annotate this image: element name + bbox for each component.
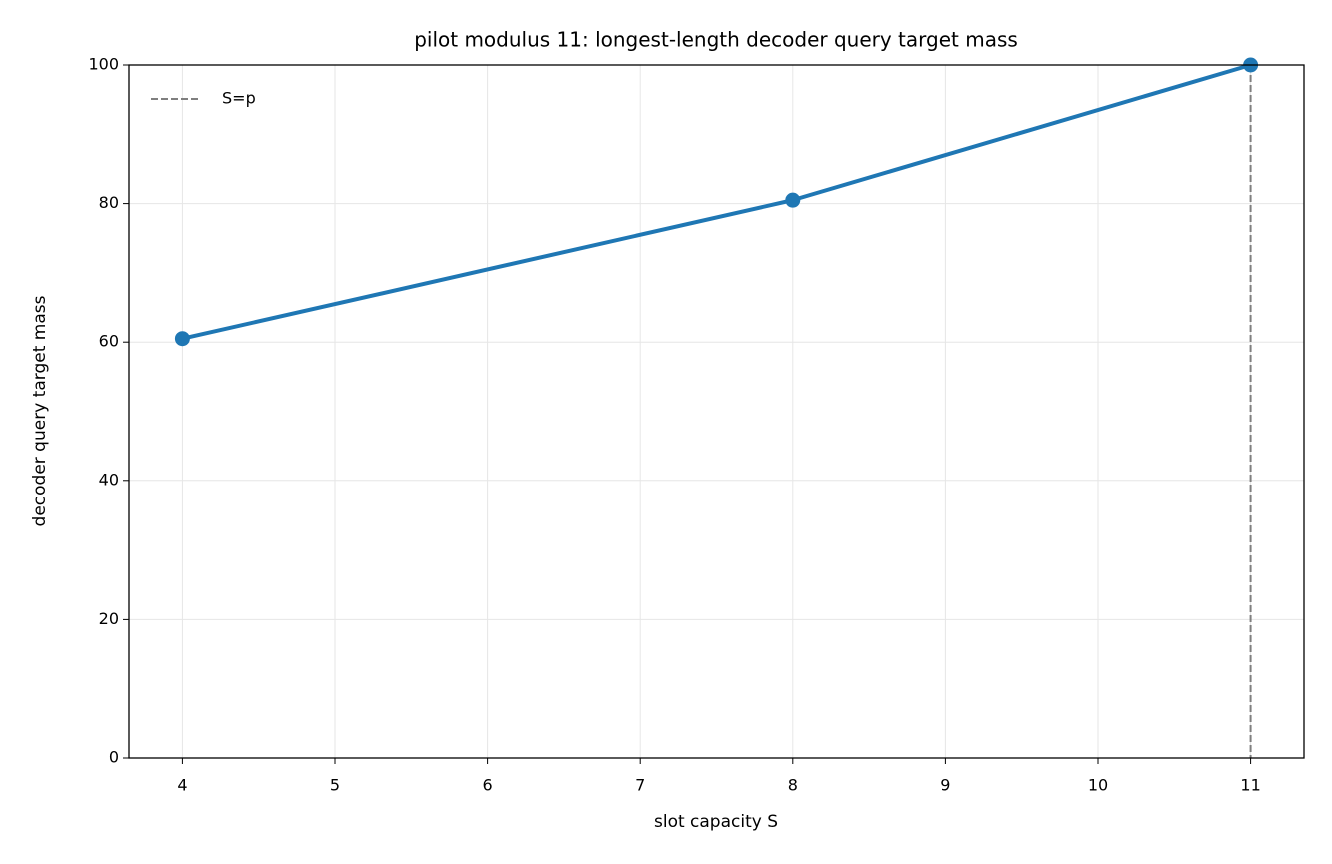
x-tick-label: 8 <box>788 776 798 795</box>
x-axis-label: slot capacity S <box>654 812 778 832</box>
y-tick-label: 100 <box>88 55 119 74</box>
chart-title: pilot modulus 11: longest-length decoder… <box>414 28 1018 52</box>
legend-label: S=p <box>222 89 256 108</box>
y-axis-label: decoder query target mass <box>30 295 50 526</box>
data-point <box>785 192 801 208</box>
x-tick-label: 7 <box>635 776 645 795</box>
y-tick-label: 80 <box>99 193 119 212</box>
data-line <box>181 63 1252 341</box>
x-tick-label: 6 <box>483 776 493 795</box>
y-tick-label: 40 <box>99 470 119 489</box>
y-tick-label: 0 <box>109 748 119 767</box>
x-tick-label: 11 <box>1240 776 1260 795</box>
x-tick-label: 9 <box>940 776 950 795</box>
y-tick-label: 60 <box>99 332 119 351</box>
y-tick-label: 20 <box>99 609 119 628</box>
data-point <box>174 331 190 347</box>
x-tick-label: 10 <box>1088 776 1108 795</box>
x-tick-label: 4 <box>177 776 187 795</box>
x-tick-label: 5 <box>330 776 340 795</box>
plot-frame <box>128 64 1305 759</box>
